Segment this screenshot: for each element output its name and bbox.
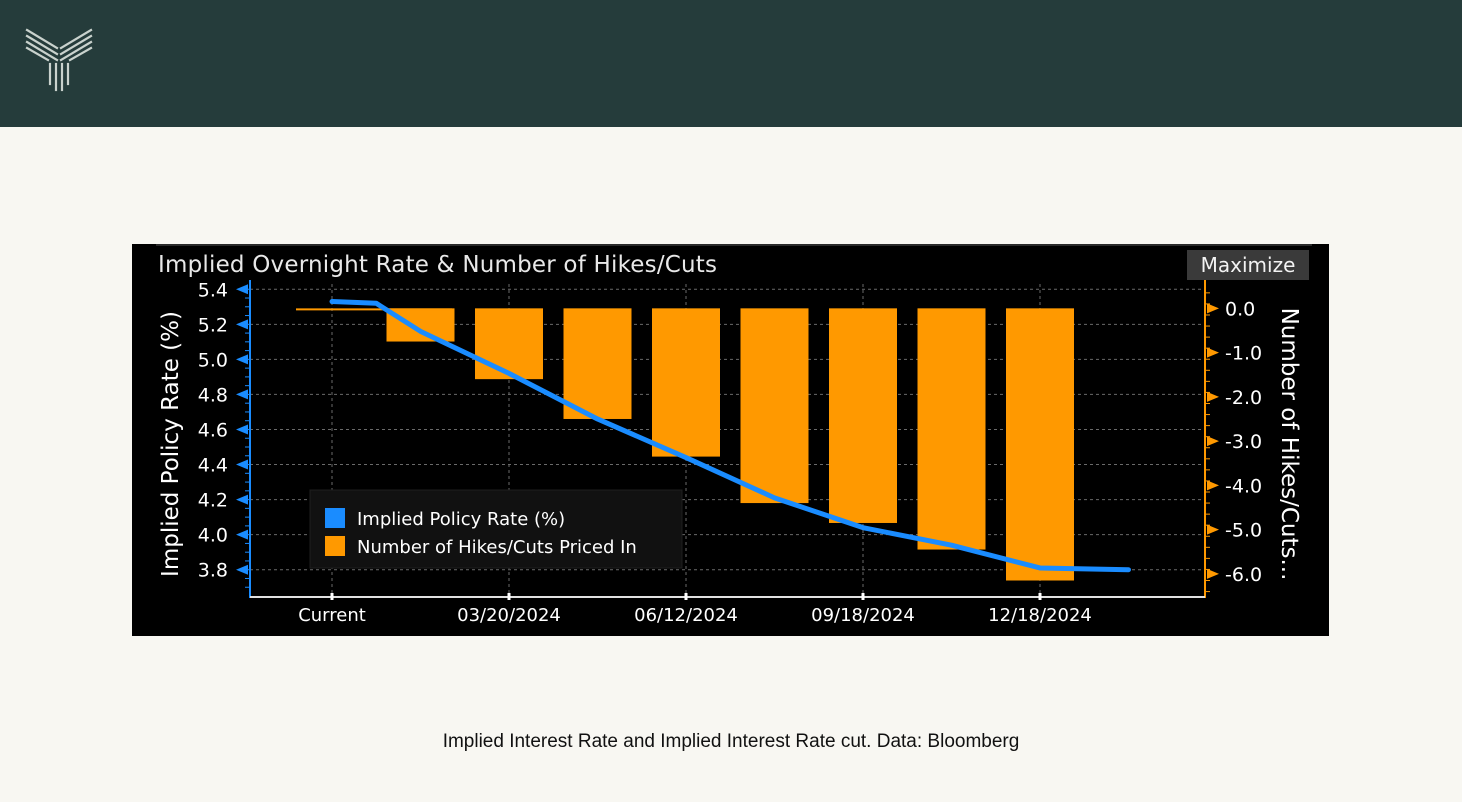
right-tick-marker <box>1207 391 1219 402</box>
chart-canvas: 5.4 5.2 5.0 4.8 4.6 4.4 4.2 4.0 3.8 0.0 -1.0 -2.0 -3… <box>156 244 1312 626</box>
y-right-tick-label: -1.0 <box>1225 343 1262 365</box>
y-right-tick-label: -5.0 <box>1225 520 1262 542</box>
y-left-tick-label: 4.2 <box>198 490 228 512</box>
right-tick-marker <box>1207 524 1219 535</box>
left-tick-marker <box>236 319 248 330</box>
legend-swatch <box>325 508 345 528</box>
maximize-button[interactable]: Maximize <box>1187 250 1309 280</box>
right-tick-marker <box>1207 568 1219 579</box>
y-left-tick-label: 5.2 <box>198 314 228 336</box>
top-header-bar <box>0 0 1462 127</box>
figure-caption: Implied Interest Rate and Implied Intere… <box>442 731 1020 752</box>
y-left-tick-label: 4.8 <box>198 384 228 406</box>
bar-hikes-cuts <box>563 308 632 419</box>
line-point <box>1038 566 1042 570</box>
line-point <box>374 301 378 305</box>
legend-box <box>309 489 683 569</box>
bar-hikes-cuts <box>829 308 897 523</box>
brand-logo-icon[interactable] <box>24 26 94 92</box>
x-tick-label: 12/18/2024 <box>988 605 1092 626</box>
left-tick-marker <box>236 424 248 435</box>
line-point <box>684 456 688 460</box>
bar-hikes-cuts <box>475 308 543 380</box>
chart-title: Implied Overnight Rate & Number of Hikes… <box>158 252 718 278</box>
y-left-tick-label: 5.0 <box>198 349 228 371</box>
line-point <box>419 329 422 333</box>
y-left-tick-label: 5.4 <box>198 279 228 301</box>
y-left-tick-label: 3.8 <box>198 560 228 582</box>
bar-hikes-cuts <box>386 308 455 342</box>
y-left-axis-title: Implied Policy Rate (%) <box>158 311 184 577</box>
line-point <box>330 300 334 304</box>
legend-label: Number of Hikes/Cuts Priced In <box>357 537 637 558</box>
right-tick-marker <box>1207 480 1219 491</box>
line-point <box>507 371 511 375</box>
line-point <box>861 526 865 530</box>
line-point <box>950 543 953 547</box>
y-right-axis-title: Number of Hikes/Cuts... <box>1276 308 1302 581</box>
chart-panel: 5.4 5.2 5.0 4.8 4.6 4.4 4.2 4.0 3.8 0.0 -1.0 -2.0 -3… <box>132 244 1329 636</box>
legend-label: Implied Policy Rate (%) <box>357 509 565 530</box>
left-tick-marker <box>236 494 248 505</box>
right-tick-marker <box>1207 347 1219 358</box>
left-tick-marker <box>236 529 248 540</box>
x-tick-label: Current <box>298 605 366 626</box>
line-point <box>773 496 776 500</box>
left-tick-marker <box>236 564 248 575</box>
bar-hikes-cuts <box>1006 308 1074 581</box>
left-tick-marker <box>236 459 248 470</box>
left-tick-marker <box>236 284 248 295</box>
left-tick-marker <box>236 389 248 400</box>
y-right-tick-label: -6.0 <box>1225 564 1262 586</box>
y-right-tick-label: -3.0 <box>1225 431 1262 453</box>
y-right-tick-label: -2.0 <box>1225 387 1262 409</box>
legend-swatch <box>325 536 345 556</box>
y-left-tick-label: 4.6 <box>198 419 228 441</box>
bar-hikes-cuts <box>917 308 986 550</box>
y-right-tick-label: 0.0 <box>1225 298 1255 320</box>
bar-hikes-cuts <box>740 308 809 504</box>
y-right-tick-label: -4.0 <box>1225 475 1262 497</box>
left-tick-marker <box>236 354 248 365</box>
x-tick-label: 09/18/2024 <box>811 605 915 626</box>
line-point <box>1127 568 1130 572</box>
y-left-tick-label: 4.4 <box>198 455 228 477</box>
line-point <box>596 417 599 421</box>
x-tick-label: 06/12/2024 <box>634 605 738 626</box>
right-tick-marker <box>1207 303 1219 314</box>
y-left-tick-label: 4.0 <box>198 525 228 547</box>
bar-hikes-cuts <box>652 308 720 457</box>
right-tick-marker <box>1207 436 1219 447</box>
x-tick-label: 03/20/2024 <box>457 605 561 626</box>
